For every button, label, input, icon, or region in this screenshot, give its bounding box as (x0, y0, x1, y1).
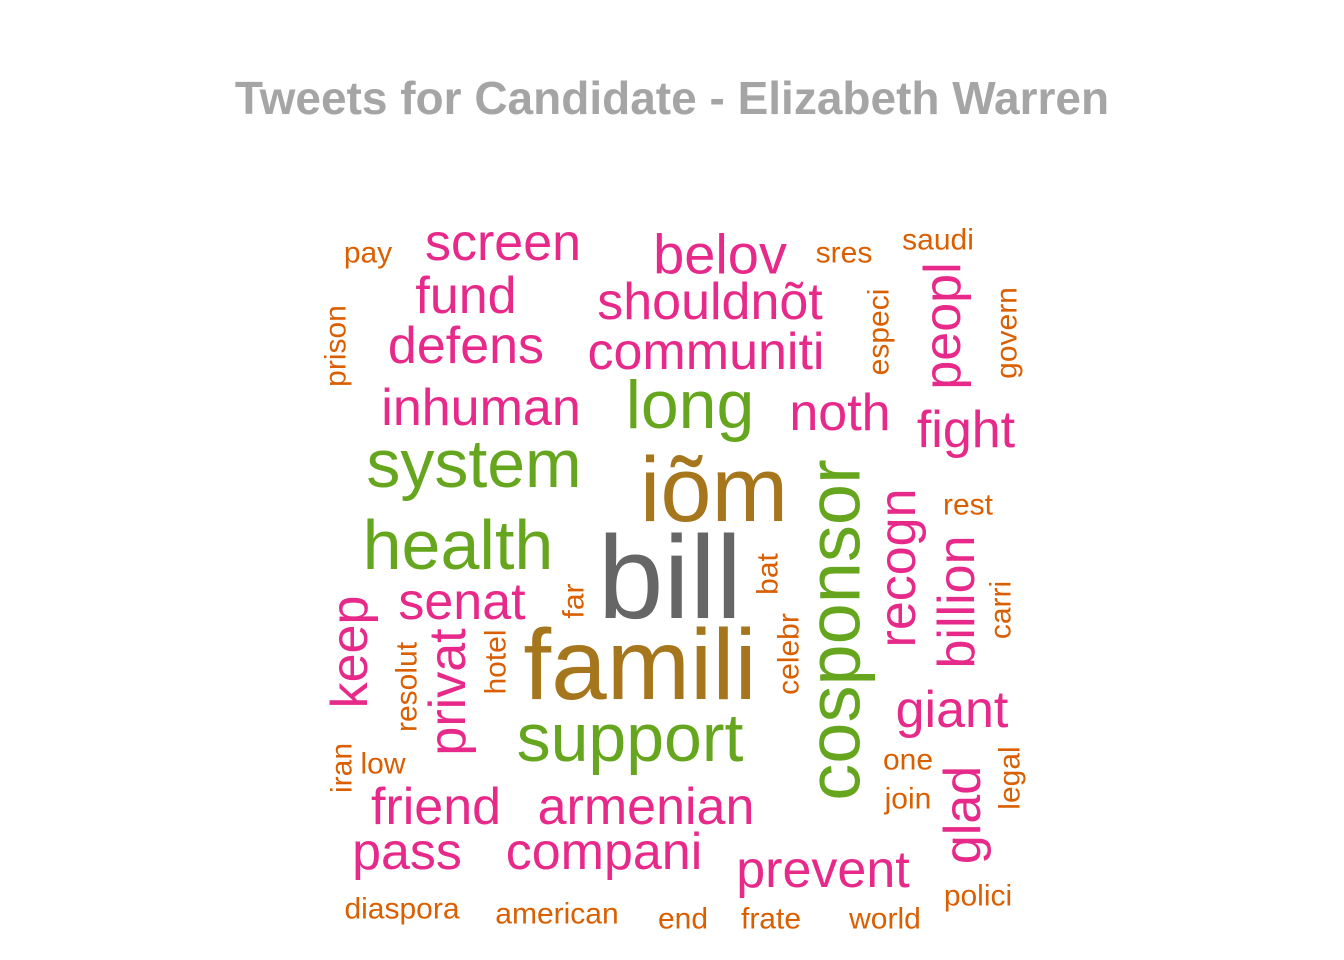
word-prevent: prevent (736, 841, 910, 899)
word-cosponsor: cosponsor (793, 459, 876, 800)
word-celebr: celebr (773, 613, 806, 695)
word-noth: noth (789, 384, 890, 442)
word-carri: carri (985, 581, 1018, 639)
word-billion: billion (928, 536, 986, 669)
word-long: long (626, 367, 755, 443)
word-compani: compani (506, 823, 703, 881)
word-pay: pay (344, 237, 392, 270)
word-bill: bill (598, 512, 742, 644)
word-saudi: saudi (902, 224, 974, 257)
word-screen: screen (425, 214, 581, 272)
word-one: one (883, 744, 933, 777)
word-peopl: peopl (914, 262, 972, 389)
chart-title: Tweets for Candidate - Elizabeth Warren (234, 72, 1110, 124)
word-rest: rest (943, 489, 994, 522)
word-pass: pass (352, 823, 462, 881)
word-far: far (558, 583, 591, 618)
word-prison: prison (320, 305, 353, 387)
word-polici: polici (944, 880, 1012, 913)
word-famili: famili (523, 609, 756, 721)
word-friend: friend (371, 778, 501, 836)
word-world: world (848, 903, 921, 936)
word-especi: especi (863, 289, 896, 376)
word-support: support (517, 700, 744, 776)
word-armenian: armenian (538, 778, 755, 836)
word-recogn: recogn (869, 489, 927, 648)
word-giant: giant (896, 681, 1009, 739)
word-keep: keep (321, 596, 379, 709)
word-health: health (363, 506, 554, 584)
word-legal: legal (994, 746, 1027, 809)
word-bat: bat (752, 552, 785, 594)
word-communiti: communiti (588, 323, 825, 381)
word-senat: senat (398, 573, 526, 631)
word-shouldnõt: shouldnõt (597, 273, 823, 331)
word-fund: fund (415, 267, 516, 325)
word-iran: iran (326, 743, 359, 793)
word-end: end (658, 903, 708, 936)
word-resolut: resolut (391, 641, 424, 732)
word-hotel: hotel (480, 629, 513, 694)
word-frate: frate (741, 903, 801, 936)
word-glad: glad (934, 766, 992, 864)
word-sres: sres (816, 237, 873, 270)
word-join: join (884, 783, 932, 816)
word-diaspora: diaspora (344, 893, 459, 926)
word-belov: belov (653, 223, 787, 286)
word-system: system (366, 426, 581, 502)
word-inhuman: inhuman (381, 379, 580, 437)
word-privat: privat (419, 628, 477, 756)
word-govern: govern (991, 287, 1024, 379)
word-low: low (360, 748, 405, 781)
word-american: american (495, 898, 618, 931)
word-fight: fight (917, 401, 1016, 459)
word-defens: defens (388, 317, 544, 375)
word-iõm: iõm (640, 439, 788, 541)
